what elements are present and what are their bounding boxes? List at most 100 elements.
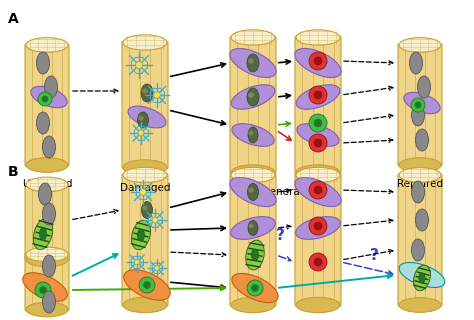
Ellipse shape	[314, 91, 322, 99]
Ellipse shape	[231, 297, 275, 313]
Ellipse shape	[136, 61, 143, 68]
Ellipse shape	[38, 92, 52, 106]
FancyBboxPatch shape	[295, 36, 341, 173]
Ellipse shape	[314, 186, 322, 194]
Ellipse shape	[144, 281, 151, 289]
FancyBboxPatch shape	[25, 253, 69, 310]
Ellipse shape	[411, 239, 425, 261]
Ellipse shape	[26, 177, 68, 192]
Ellipse shape	[231, 167, 275, 183]
Ellipse shape	[309, 86, 327, 104]
Polygon shape	[33, 218, 53, 250]
Text: Uninjured: Uninjured	[22, 179, 72, 189]
Polygon shape	[399, 262, 445, 287]
Ellipse shape	[26, 247, 68, 262]
Ellipse shape	[296, 297, 340, 313]
Text: B: B	[8, 165, 18, 179]
Polygon shape	[232, 124, 274, 146]
Ellipse shape	[314, 222, 322, 230]
Ellipse shape	[35, 282, 51, 298]
Text: ?: ?	[370, 247, 378, 262]
Ellipse shape	[411, 181, 425, 203]
Ellipse shape	[419, 273, 425, 283]
FancyBboxPatch shape	[398, 44, 442, 166]
Ellipse shape	[247, 280, 263, 296]
Ellipse shape	[314, 139, 322, 147]
Polygon shape	[23, 273, 67, 301]
Polygon shape	[31, 86, 67, 108]
Ellipse shape	[138, 130, 144, 136]
Ellipse shape	[26, 252, 68, 267]
Ellipse shape	[309, 217, 327, 235]
Ellipse shape	[139, 277, 155, 293]
Ellipse shape	[296, 167, 340, 183]
Text: Damaged: Damaged	[120, 183, 170, 193]
Ellipse shape	[314, 57, 322, 65]
Ellipse shape	[123, 167, 167, 183]
Ellipse shape	[309, 134, 327, 152]
Ellipse shape	[26, 38, 68, 52]
Ellipse shape	[416, 129, 428, 151]
Ellipse shape	[43, 203, 55, 225]
Ellipse shape	[415, 102, 421, 108]
Ellipse shape	[411, 98, 425, 112]
Ellipse shape	[142, 202, 153, 219]
Polygon shape	[124, 270, 170, 300]
Polygon shape	[232, 274, 278, 302]
Ellipse shape	[154, 92, 160, 98]
Ellipse shape	[399, 38, 441, 52]
Polygon shape	[128, 106, 166, 128]
Ellipse shape	[309, 253, 327, 271]
Ellipse shape	[418, 76, 430, 98]
FancyBboxPatch shape	[122, 42, 168, 169]
Ellipse shape	[42, 96, 48, 102]
Text: Repaired: Repaired	[397, 179, 443, 189]
Polygon shape	[230, 178, 276, 206]
Ellipse shape	[142, 88, 148, 94]
Ellipse shape	[123, 297, 167, 313]
Ellipse shape	[248, 224, 254, 228]
Ellipse shape	[314, 258, 322, 266]
Ellipse shape	[399, 168, 441, 182]
Ellipse shape	[247, 88, 259, 106]
Ellipse shape	[152, 217, 158, 223]
Polygon shape	[131, 220, 151, 250]
Ellipse shape	[248, 220, 258, 236]
Ellipse shape	[36, 52, 49, 74]
Ellipse shape	[141, 84, 153, 102]
Polygon shape	[246, 240, 264, 270]
FancyBboxPatch shape	[230, 36, 276, 173]
Ellipse shape	[38, 183, 52, 205]
Polygon shape	[404, 92, 440, 114]
Ellipse shape	[134, 259, 140, 265]
Ellipse shape	[309, 181, 327, 199]
Ellipse shape	[231, 165, 275, 180]
Ellipse shape	[123, 35, 167, 50]
Polygon shape	[230, 48, 276, 77]
Ellipse shape	[416, 209, 428, 231]
Ellipse shape	[155, 266, 159, 270]
Ellipse shape	[247, 183, 258, 201]
Ellipse shape	[137, 112, 148, 128]
Text: A: A	[8, 12, 19, 26]
Ellipse shape	[26, 158, 68, 172]
Ellipse shape	[36, 112, 49, 134]
Ellipse shape	[138, 116, 144, 120]
FancyBboxPatch shape	[25, 183, 69, 260]
Polygon shape	[296, 217, 340, 239]
Polygon shape	[296, 85, 340, 109]
Ellipse shape	[411, 104, 425, 126]
Ellipse shape	[247, 54, 259, 72]
Polygon shape	[295, 48, 341, 77]
Ellipse shape	[248, 131, 254, 135]
FancyBboxPatch shape	[295, 174, 341, 306]
Ellipse shape	[43, 136, 55, 158]
Ellipse shape	[248, 127, 258, 143]
Ellipse shape	[248, 188, 254, 193]
Ellipse shape	[137, 229, 145, 241]
Ellipse shape	[399, 298, 441, 312]
Polygon shape	[414, 265, 430, 291]
Ellipse shape	[39, 228, 46, 240]
Ellipse shape	[140, 189, 146, 195]
Polygon shape	[297, 124, 339, 146]
